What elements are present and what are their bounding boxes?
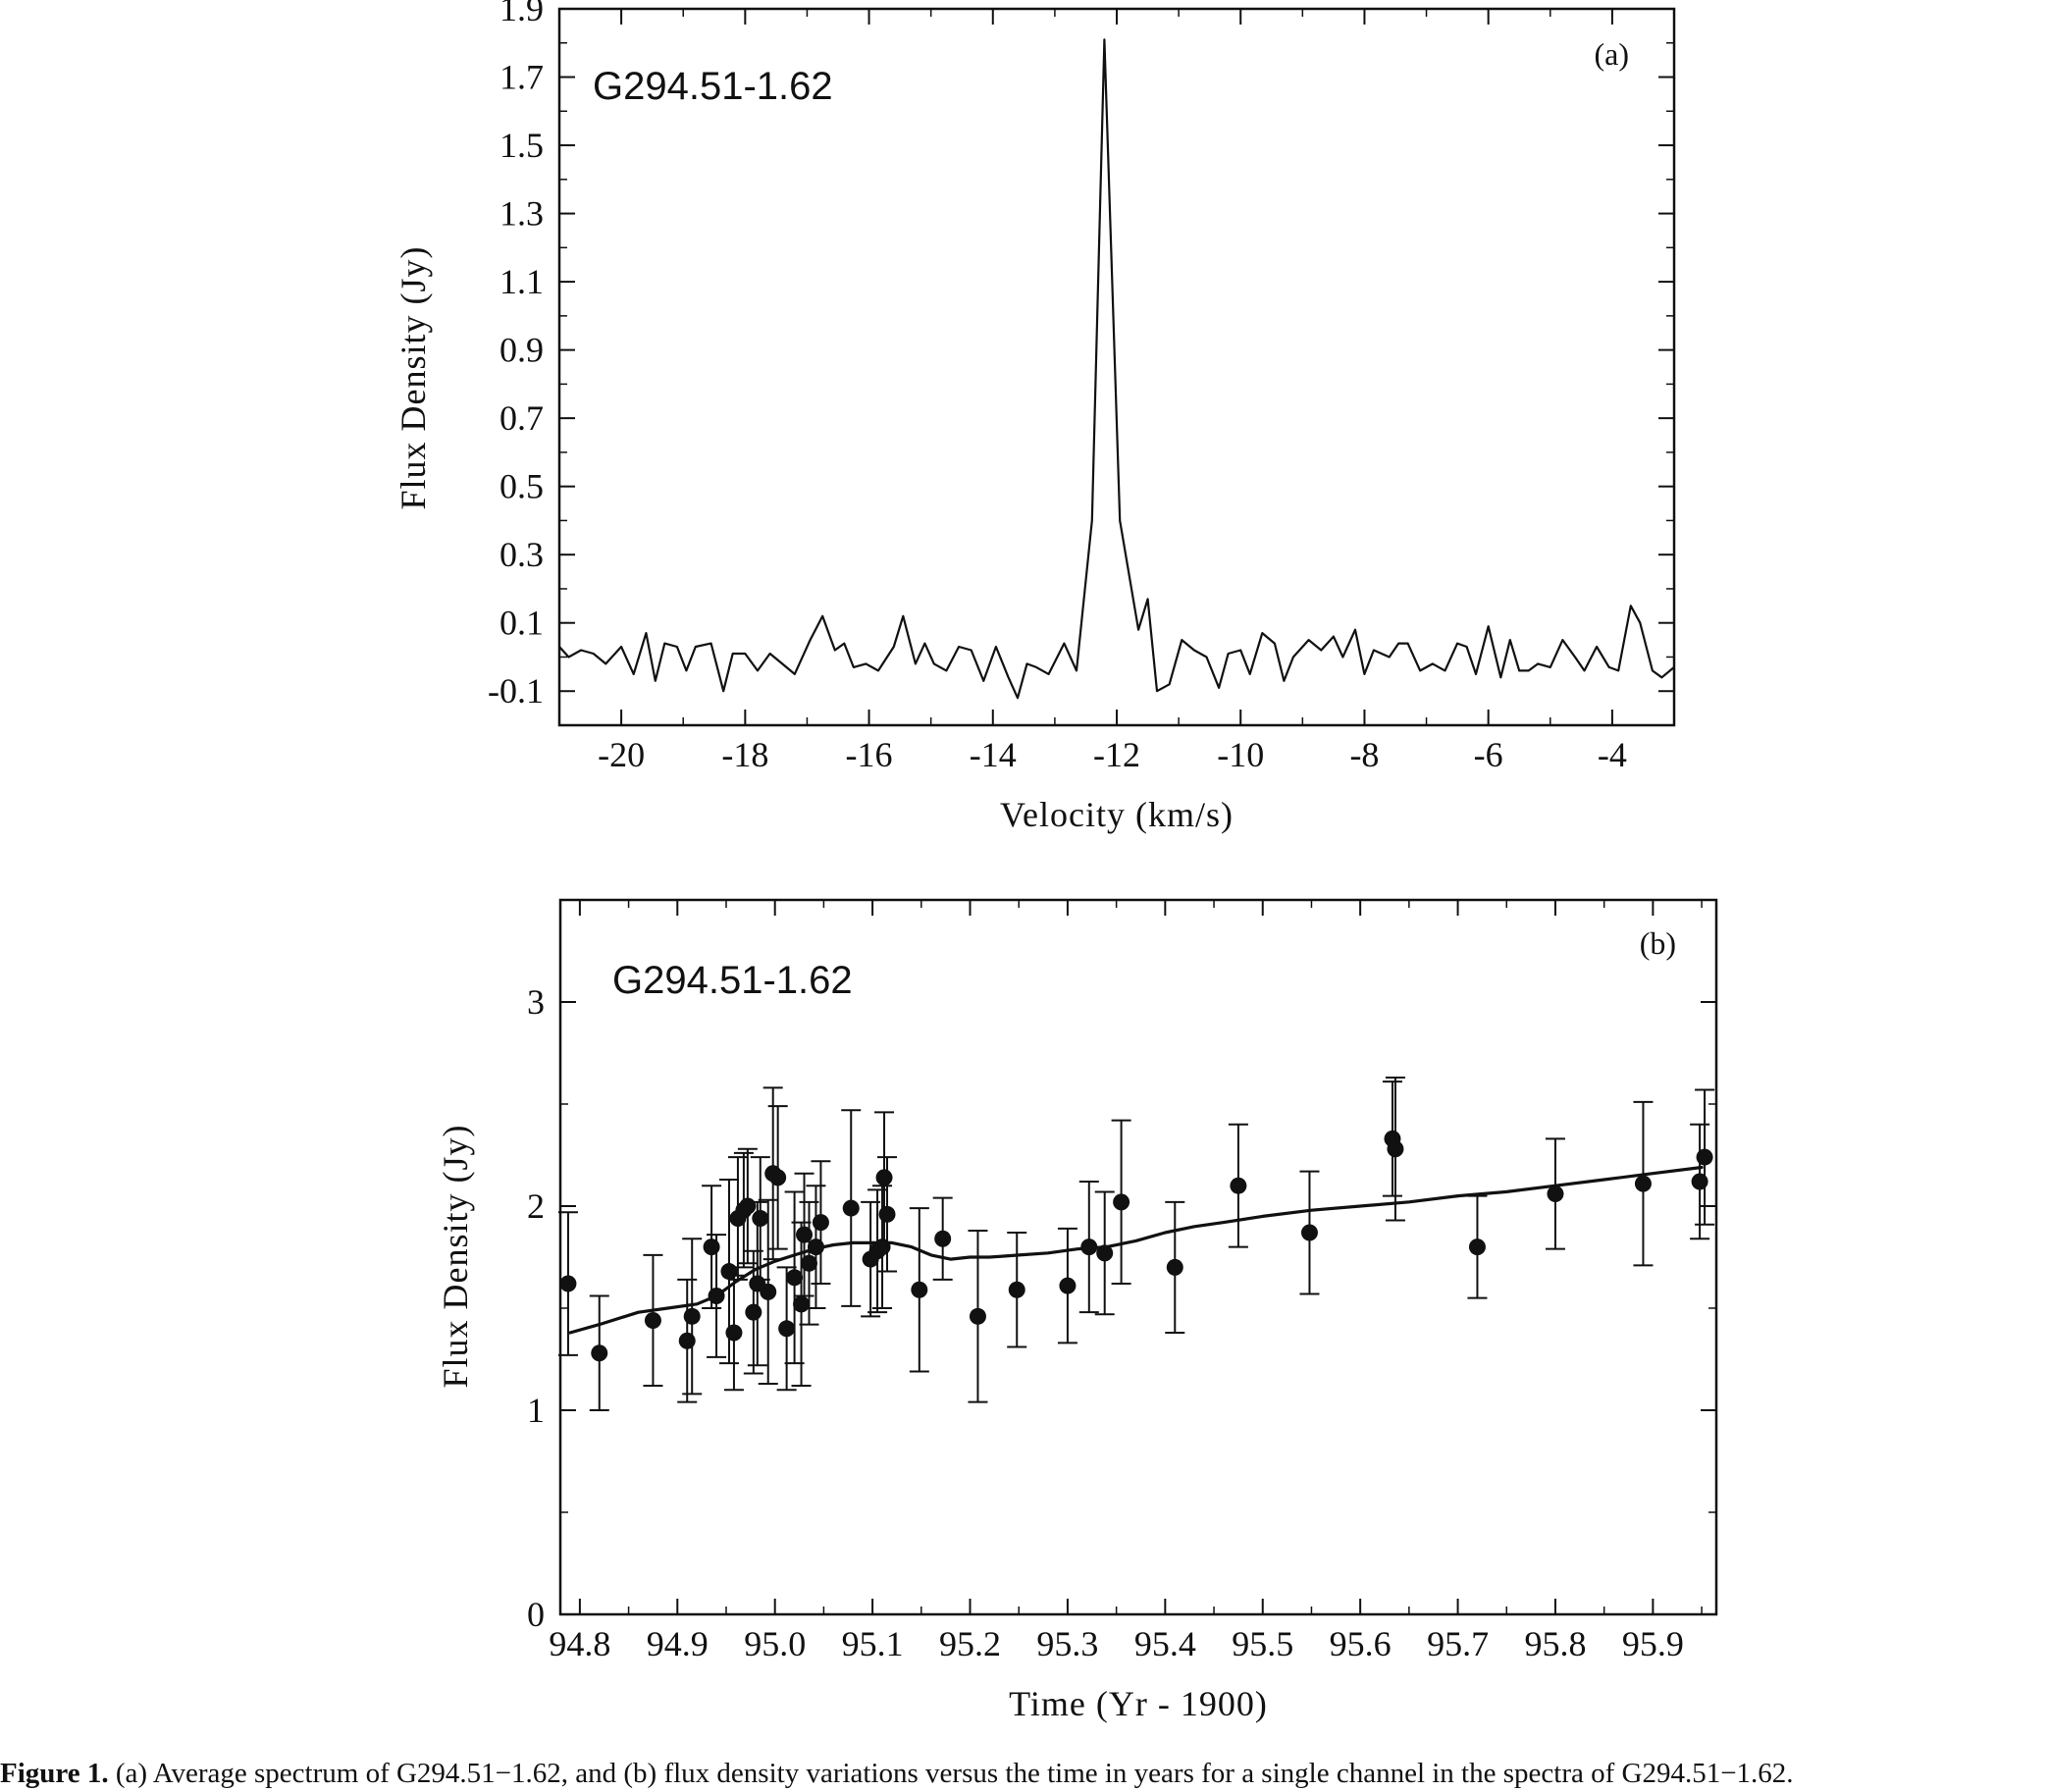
panel-a-series bbox=[558, 38, 1675, 700]
panel-a-source-label: G294.51-1.62 bbox=[593, 65, 833, 108]
data-point bbox=[934, 1230, 952, 1247]
y-tick-label: 1.1 bbox=[499, 262, 544, 301]
panel-b-x-ticks: 94.8 94.9 95.0 95.1 95.2 95.3 95.4 95.5 95.6 95.7… bbox=[549, 900, 1703, 1663]
panel-b-tag: (b) bbox=[1640, 925, 1676, 961]
x-tick-label: -4 bbox=[1598, 735, 1627, 774]
smooth-fit-curve bbox=[568, 1165, 1704, 1335]
data-point bbox=[725, 1324, 743, 1342]
x-tick-label: 94.9 bbox=[647, 1624, 709, 1663]
figure-caption-label: Figure 1. bbox=[0, 1758, 109, 1789]
x-tick-label: 95.3 bbox=[1036, 1624, 1098, 1663]
panel-a-y-axis-title: Flux Density (Jy) bbox=[394, 246, 433, 510]
panel-b-y-ticks: 0 1 2 3 bbox=[527, 899, 1716, 1634]
figure-caption-text: (a) Average spectrum of G294.51−1.62, an… bbox=[108, 1758, 1794, 1789]
x-tick-label: 94.8 bbox=[549, 1624, 610, 1663]
y-tick-label: 2 bbox=[527, 1186, 545, 1226]
panel-b-flux-variation: 94.8 94.9 95.0 95.1 95.2 95.3 95.4 95.5 95.6 95.7… bbox=[436, 898, 1718, 1723]
x-tick-label: 95.2 bbox=[939, 1624, 1001, 1663]
panel-b-frame bbox=[558, 898, 1718, 1616]
data-point bbox=[745, 1303, 762, 1321]
x-tick-label: -18 bbox=[721, 735, 768, 774]
data-point bbox=[644, 1311, 661, 1329]
y-tick-label: 3 bbox=[527, 982, 545, 1022]
data-point bbox=[1300, 1224, 1318, 1241]
y-tick-label: 1 bbox=[527, 1391, 545, 1430]
x-tick-label: 95.9 bbox=[1622, 1624, 1684, 1663]
data-point bbox=[793, 1295, 811, 1313]
x-tick-label: -6 bbox=[1474, 735, 1503, 774]
y-tick-label: 0.5 bbox=[499, 467, 544, 506]
data-point bbox=[1059, 1277, 1077, 1294]
panel-b-series bbox=[557, 1076, 1715, 1411]
y-tick-label: -0.1 bbox=[488, 671, 544, 711]
figure-caption: Figure 1. (a) Average spectrum of G294.5… bbox=[0, 1757, 2049, 1790]
data-point bbox=[1696, 1148, 1713, 1166]
panel-b-source-label: G294.51-1.62 bbox=[612, 959, 853, 1002]
spectrum-line bbox=[558, 38, 1675, 700]
y-tick-label: 0.9 bbox=[499, 331, 544, 370]
x-tick-label: 95.1 bbox=[842, 1624, 904, 1663]
panel-b-y-axis-title: Flux Density (Jy) bbox=[436, 1125, 475, 1389]
data-point bbox=[875, 1169, 893, 1186]
data-point bbox=[1113, 1193, 1130, 1211]
x-tick-label: 95.7 bbox=[1427, 1624, 1489, 1663]
data-point bbox=[911, 1281, 928, 1298]
data-point bbox=[739, 1197, 757, 1215]
data-point bbox=[1008, 1281, 1025, 1298]
x-tick-label: 95.8 bbox=[1524, 1624, 1586, 1663]
data-point bbox=[1468, 1239, 1486, 1256]
data-point bbox=[559, 1275, 577, 1292]
x-tick-label: 95.0 bbox=[744, 1624, 806, 1663]
y-tick-label: 0 bbox=[527, 1595, 545, 1634]
data-point bbox=[760, 1283, 777, 1300]
y-tick-label: 1.5 bbox=[499, 126, 544, 165]
data-point bbox=[812, 1214, 829, 1232]
data-point bbox=[969, 1307, 986, 1325]
panel-a-x-axis-title: Velocity (km/s) bbox=[1000, 795, 1234, 834]
panel-b-x-axis-title: Time (Yr - 1900) bbox=[1009, 1684, 1268, 1723]
x-tick-label: -12 bbox=[1093, 735, 1140, 774]
panel-a-y-ticks: -0.1 0.1 0.3 0.5 0.7 0.9 1.1 1.3 1.5 1.7 1.9 bbox=[488, 0, 1674, 711]
panel-a-x-ticks: -20 -18 -16 -14 -12 -10 -8 -6 -4 bbox=[558, 9, 1675, 774]
x-tick-label: -8 bbox=[1349, 735, 1379, 774]
data-point bbox=[769, 1169, 787, 1186]
x-tick-label: -10 bbox=[1217, 735, 1264, 774]
y-tick-label: 0.1 bbox=[499, 604, 544, 643]
data-point bbox=[786, 1269, 804, 1287]
data-point bbox=[683, 1307, 701, 1325]
x-tick-label: 95.5 bbox=[1232, 1624, 1293, 1663]
data-point bbox=[1230, 1177, 1247, 1194]
data-point bbox=[842, 1199, 860, 1217]
data-point bbox=[591, 1344, 608, 1362]
data-point bbox=[1634, 1175, 1652, 1192]
y-tick-label: 1.9 bbox=[499, 0, 544, 28]
x-tick-label: 95.4 bbox=[1134, 1624, 1196, 1663]
data-point bbox=[1387, 1140, 1404, 1158]
data-point bbox=[1166, 1258, 1183, 1276]
panel-a-tag: (a) bbox=[1594, 36, 1629, 72]
x-tick-label: 95.6 bbox=[1330, 1624, 1392, 1663]
x-tick-label: -14 bbox=[970, 735, 1017, 774]
x-tick-label: -16 bbox=[846, 735, 893, 774]
data-point bbox=[752, 1209, 769, 1227]
data-point bbox=[708, 1288, 725, 1305]
data-point bbox=[800, 1254, 817, 1272]
y-tick-label: 0.3 bbox=[499, 535, 544, 574]
y-tick-label: 1.7 bbox=[499, 58, 544, 97]
x-tick-label: -20 bbox=[598, 735, 645, 774]
data-point bbox=[1547, 1186, 1564, 1203]
panel-a-spectrum: -20 -18 -16 -14 -12 -10 -8 -6 -4 -0.1 0.1 0.3 0.5 0.… bbox=[394, 0, 1676, 834]
data-point bbox=[878, 1205, 896, 1223]
y-tick-label: 1.3 bbox=[499, 194, 544, 234]
data-point bbox=[778, 1320, 796, 1338]
y-tick-label: 0.7 bbox=[499, 398, 544, 438]
data-point bbox=[1080, 1239, 1098, 1256]
panel-a-frame bbox=[557, 7, 1676, 727]
data-point bbox=[1096, 1244, 1114, 1262]
